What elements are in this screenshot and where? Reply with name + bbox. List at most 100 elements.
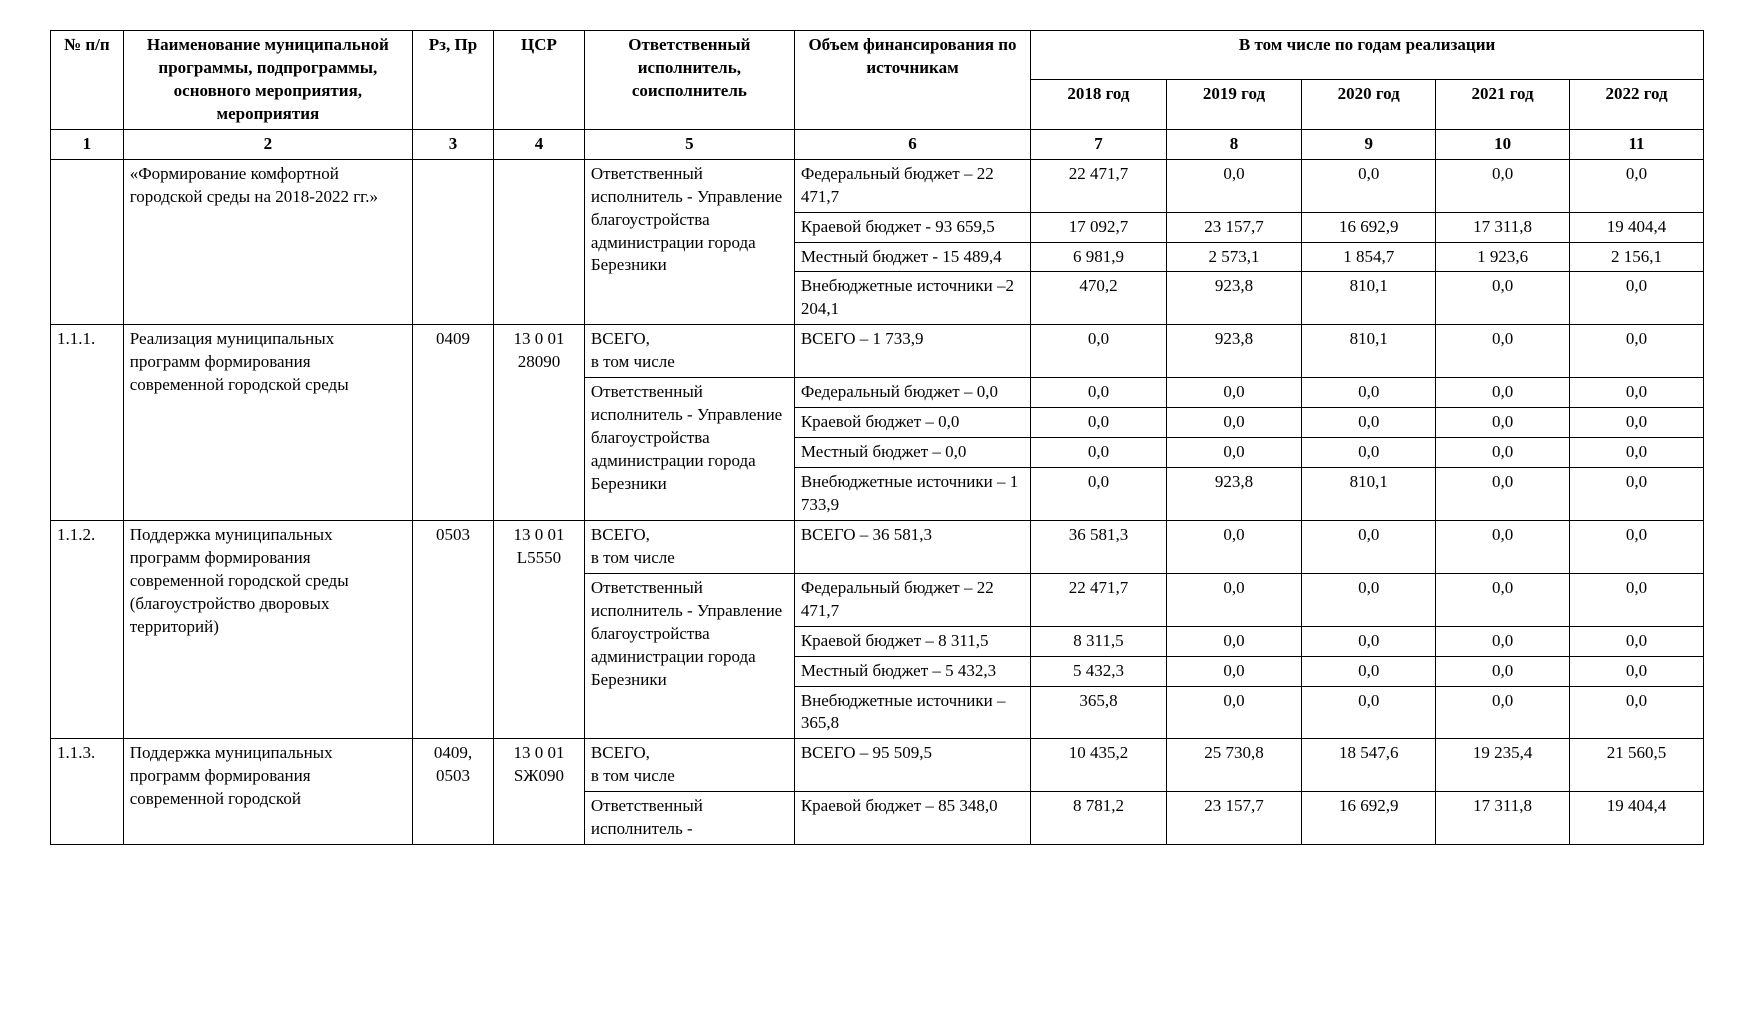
cell-2018: 365,8	[1031, 686, 1167, 739]
cell-2022: 0,0	[1570, 468, 1704, 521]
cell-csr: 13 0 01 SЖ090	[493, 739, 584, 845]
cell-source: Местный бюджет – 0,0	[794, 438, 1030, 468]
cell-2018: 5 432,3	[1031, 656, 1167, 686]
cell-2019: 0,0	[1166, 438, 1302, 468]
cell-2018: 17 092,7	[1031, 212, 1167, 242]
col-header-2020: 2020 год	[1302, 80, 1436, 129]
colnum: 7	[1031, 129, 1167, 159]
col-header-2018: 2018 год	[1031, 80, 1167, 129]
cell-2020: 16 692,9	[1302, 792, 1436, 845]
cell-2018: 22 471,7	[1031, 159, 1167, 212]
cell-2018: 0,0	[1031, 325, 1167, 378]
cell-2022: 19 404,4	[1570, 792, 1704, 845]
cell-2021: 19 235,4	[1436, 739, 1570, 792]
colnum: 10	[1436, 129, 1570, 159]
cell-2022: 21 560,5	[1570, 739, 1704, 792]
colnum: 9	[1302, 129, 1436, 159]
colnum: 5	[584, 129, 794, 159]
cell-2021: 0,0	[1436, 272, 1570, 325]
cell-executor: Ответственный исполнитель -	[584, 792, 794, 845]
cell-2020: 0,0	[1302, 520, 1436, 573]
cell-2018: 0,0	[1031, 438, 1167, 468]
cell-2019: 0,0	[1166, 686, 1302, 739]
cell-2019: 23 157,7	[1166, 792, 1302, 845]
cell-2022: 0,0	[1570, 520, 1704, 573]
col-header-2021: 2021 год	[1436, 80, 1570, 129]
cell-executor: ВСЕГО, в том числе	[584, 325, 794, 378]
cell-2020: 0,0	[1302, 656, 1436, 686]
colnum: 3	[413, 129, 494, 159]
cell-2019: 923,8	[1166, 272, 1302, 325]
cell-csr: 13 0 01 28090	[493, 325, 584, 521]
cell-2018: 470,2	[1031, 272, 1167, 325]
cell-2021: 0,0	[1436, 468, 1570, 521]
col-header-2019: 2019 год	[1166, 80, 1302, 129]
cell-source: Местный бюджет - 15 489,4	[794, 242, 1030, 272]
cell-source: Федеральный бюджет – 22 471,7	[794, 573, 1030, 626]
cell-2021: 0,0	[1436, 408, 1570, 438]
cell-2021: 0,0	[1436, 325, 1570, 378]
cell-2020: 1 854,7	[1302, 242, 1436, 272]
table-row: 1.1.1.Реализация муниципальных программ …	[51, 325, 1704, 378]
cell-executor: Ответственный исполнитель - Управление б…	[584, 159, 794, 325]
cell-2022: 0,0	[1570, 159, 1704, 212]
cell-2018: 22 471,7	[1031, 573, 1167, 626]
cell-2019: 25 730,8	[1166, 739, 1302, 792]
cell-2021: 0,0	[1436, 573, 1570, 626]
cell-2019: 0,0	[1166, 520, 1302, 573]
cell-2019: 2 573,1	[1166, 242, 1302, 272]
cell-2019: 0,0	[1166, 626, 1302, 656]
cell-source: Краевой бюджет – 0,0	[794, 408, 1030, 438]
cell-source: Внебюджетные источники – 1 733,9	[794, 468, 1030, 521]
cell-2021: 0,0	[1436, 626, 1570, 656]
cell-2022: 0,0	[1570, 408, 1704, 438]
cell-2020: 0,0	[1302, 573, 1436, 626]
cell-2020: 810,1	[1302, 468, 1436, 521]
cell-num: 1.1.2.	[51, 520, 124, 739]
cell-csr	[493, 159, 584, 325]
table-header: № п/п Наименование муниципальной програм…	[51, 31, 1704, 160]
cell-2020: 0,0	[1302, 626, 1436, 656]
cell-2021: 0,0	[1436, 159, 1570, 212]
cell-2022: 0,0	[1570, 686, 1704, 739]
cell-source: Федеральный бюджет – 0,0	[794, 378, 1030, 408]
table-body: «Формирование комфортной городской среды…	[51, 159, 1704, 844]
colnum: 8	[1166, 129, 1302, 159]
cell-name: Поддержка муниципальных программ формиро…	[123, 520, 412, 739]
cell-2020: 810,1	[1302, 325, 1436, 378]
cell-2018: 36 581,3	[1031, 520, 1167, 573]
cell-2020: 0,0	[1302, 159, 1436, 212]
cell-2018: 8 781,2	[1031, 792, 1167, 845]
cell-name: «Формирование комфортной городской среды…	[123, 159, 412, 325]
col-header-name: Наименование муниципальной программы, по…	[123, 31, 412, 130]
cell-2021: 0,0	[1436, 686, 1570, 739]
cell-source: ВСЕГО – 1 733,9	[794, 325, 1030, 378]
cell-executor: ВСЕГО, в том числе	[584, 739, 794, 792]
cell-2021: 0,0	[1436, 656, 1570, 686]
cell-csr: 13 0 01 L5550	[493, 520, 584, 739]
cell-rz	[413, 159, 494, 325]
column-numbers-row: 1 2 3 4 5 6 7 8 9 10 11	[51, 129, 1704, 159]
cell-2018: 8 311,5	[1031, 626, 1167, 656]
table-row: 1.1.3.Поддержка муниципальных программ ф…	[51, 739, 1704, 792]
cell-2019: 923,8	[1166, 468, 1302, 521]
cell-2021: 1 923,6	[1436, 242, 1570, 272]
cell-source: Федеральный бюджет – 22 471,7	[794, 159, 1030, 212]
cell-source: Местный бюджет – 5 432,3	[794, 656, 1030, 686]
col-header-num: № п/п	[51, 31, 124, 130]
financing-table: № п/п Наименование муниципальной програм…	[50, 30, 1704, 845]
col-header-years-span: В том числе по годам реализации	[1031, 31, 1704, 80]
cell-2022: 0,0	[1570, 325, 1704, 378]
cell-2019: 0,0	[1166, 408, 1302, 438]
cell-2022: 0,0	[1570, 378, 1704, 408]
cell-2022: 0,0	[1570, 656, 1704, 686]
cell-rz: 0503	[413, 520, 494, 739]
cell-source: Краевой бюджет – 85 348,0	[794, 792, 1030, 845]
cell-2018: 10 435,2	[1031, 739, 1167, 792]
cell-2021: 17 311,8	[1436, 792, 1570, 845]
cell-2018: 0,0	[1031, 408, 1167, 438]
cell-2019: 0,0	[1166, 656, 1302, 686]
cell-source: Краевой бюджет – 8 311,5	[794, 626, 1030, 656]
cell-2019: 923,8	[1166, 325, 1302, 378]
cell-2020: 0,0	[1302, 378, 1436, 408]
